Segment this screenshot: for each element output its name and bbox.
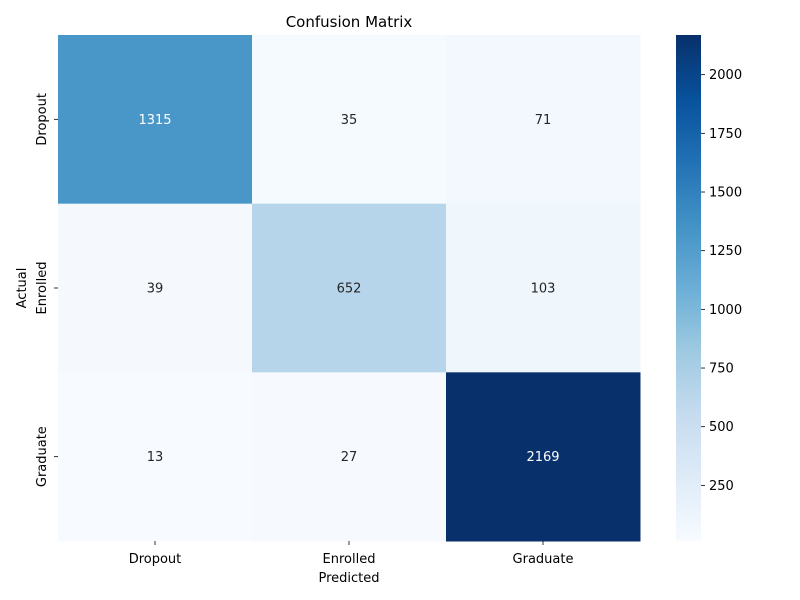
x-tick-label: Dropout bbox=[129, 552, 182, 567]
colorbar-tick-label: 2000 bbox=[709, 68, 742, 83]
cell-value-label: 2169 bbox=[526, 450, 559, 465]
heatmap-cell bbox=[58, 372, 253, 542]
cell-value-label: 13 bbox=[147, 450, 164, 465]
heatmap-cell bbox=[446, 372, 641, 542]
colorbar-tick-label: 1000 bbox=[709, 303, 742, 318]
x-tick-label: Enrolled bbox=[323, 552, 376, 567]
heatmap-cell bbox=[58, 35, 253, 205]
heatmap-cell bbox=[252, 372, 447, 542]
heatmap-cell bbox=[252, 203, 447, 373]
y-tick-label: Graduate bbox=[35, 426, 50, 487]
colorbar bbox=[676, 35, 701, 541]
cell-value-label: 27 bbox=[341, 450, 358, 465]
x-axis: Dropout Enrolled Graduate bbox=[129, 541, 574, 567]
colorbar-tick-label: 1250 bbox=[709, 244, 742, 259]
colorbar-ticks: 250 500 750 1000 1250 1500 1750 2000 bbox=[701, 68, 742, 494]
heatmap-cells: 1315 35 71 39 652 103 13 27 2169 bbox=[58, 35, 641, 542]
cell-value-label: 103 bbox=[531, 282, 556, 297]
colorbar-tick-label: 750 bbox=[709, 362, 734, 377]
heatmap-cell bbox=[446, 203, 641, 373]
heatmap-cell bbox=[252, 35, 447, 205]
heatmap-cell bbox=[446, 35, 641, 205]
colorbar-tick-label: 500 bbox=[709, 420, 734, 435]
cell-value-label: 71 bbox=[535, 113, 552, 128]
cell-value-label: 652 bbox=[337, 282, 362, 297]
cell-value-label: 39 bbox=[147, 282, 164, 297]
x-axis-label: Predicted bbox=[318, 571, 379, 586]
colorbar-tick-label: 1750 bbox=[709, 127, 742, 142]
x-tick-label: Graduate bbox=[513, 552, 574, 567]
cell-value-label: 35 bbox=[341, 113, 358, 128]
y-tick-label: Dropout bbox=[35, 93, 50, 146]
y-axis-label: Actual bbox=[15, 268, 30, 309]
y-tick-label: Enrolled bbox=[35, 262, 50, 315]
y-axis: Dropout Enrolled Graduate bbox=[35, 93, 58, 487]
cell-value-label: 1315 bbox=[138, 113, 171, 128]
colorbar-tick-label: 250 bbox=[709, 479, 734, 494]
colorbar-tick-label: 1500 bbox=[709, 186, 742, 201]
heatmap-cell bbox=[58, 203, 253, 373]
chart-title: Confusion Matrix bbox=[286, 13, 413, 31]
